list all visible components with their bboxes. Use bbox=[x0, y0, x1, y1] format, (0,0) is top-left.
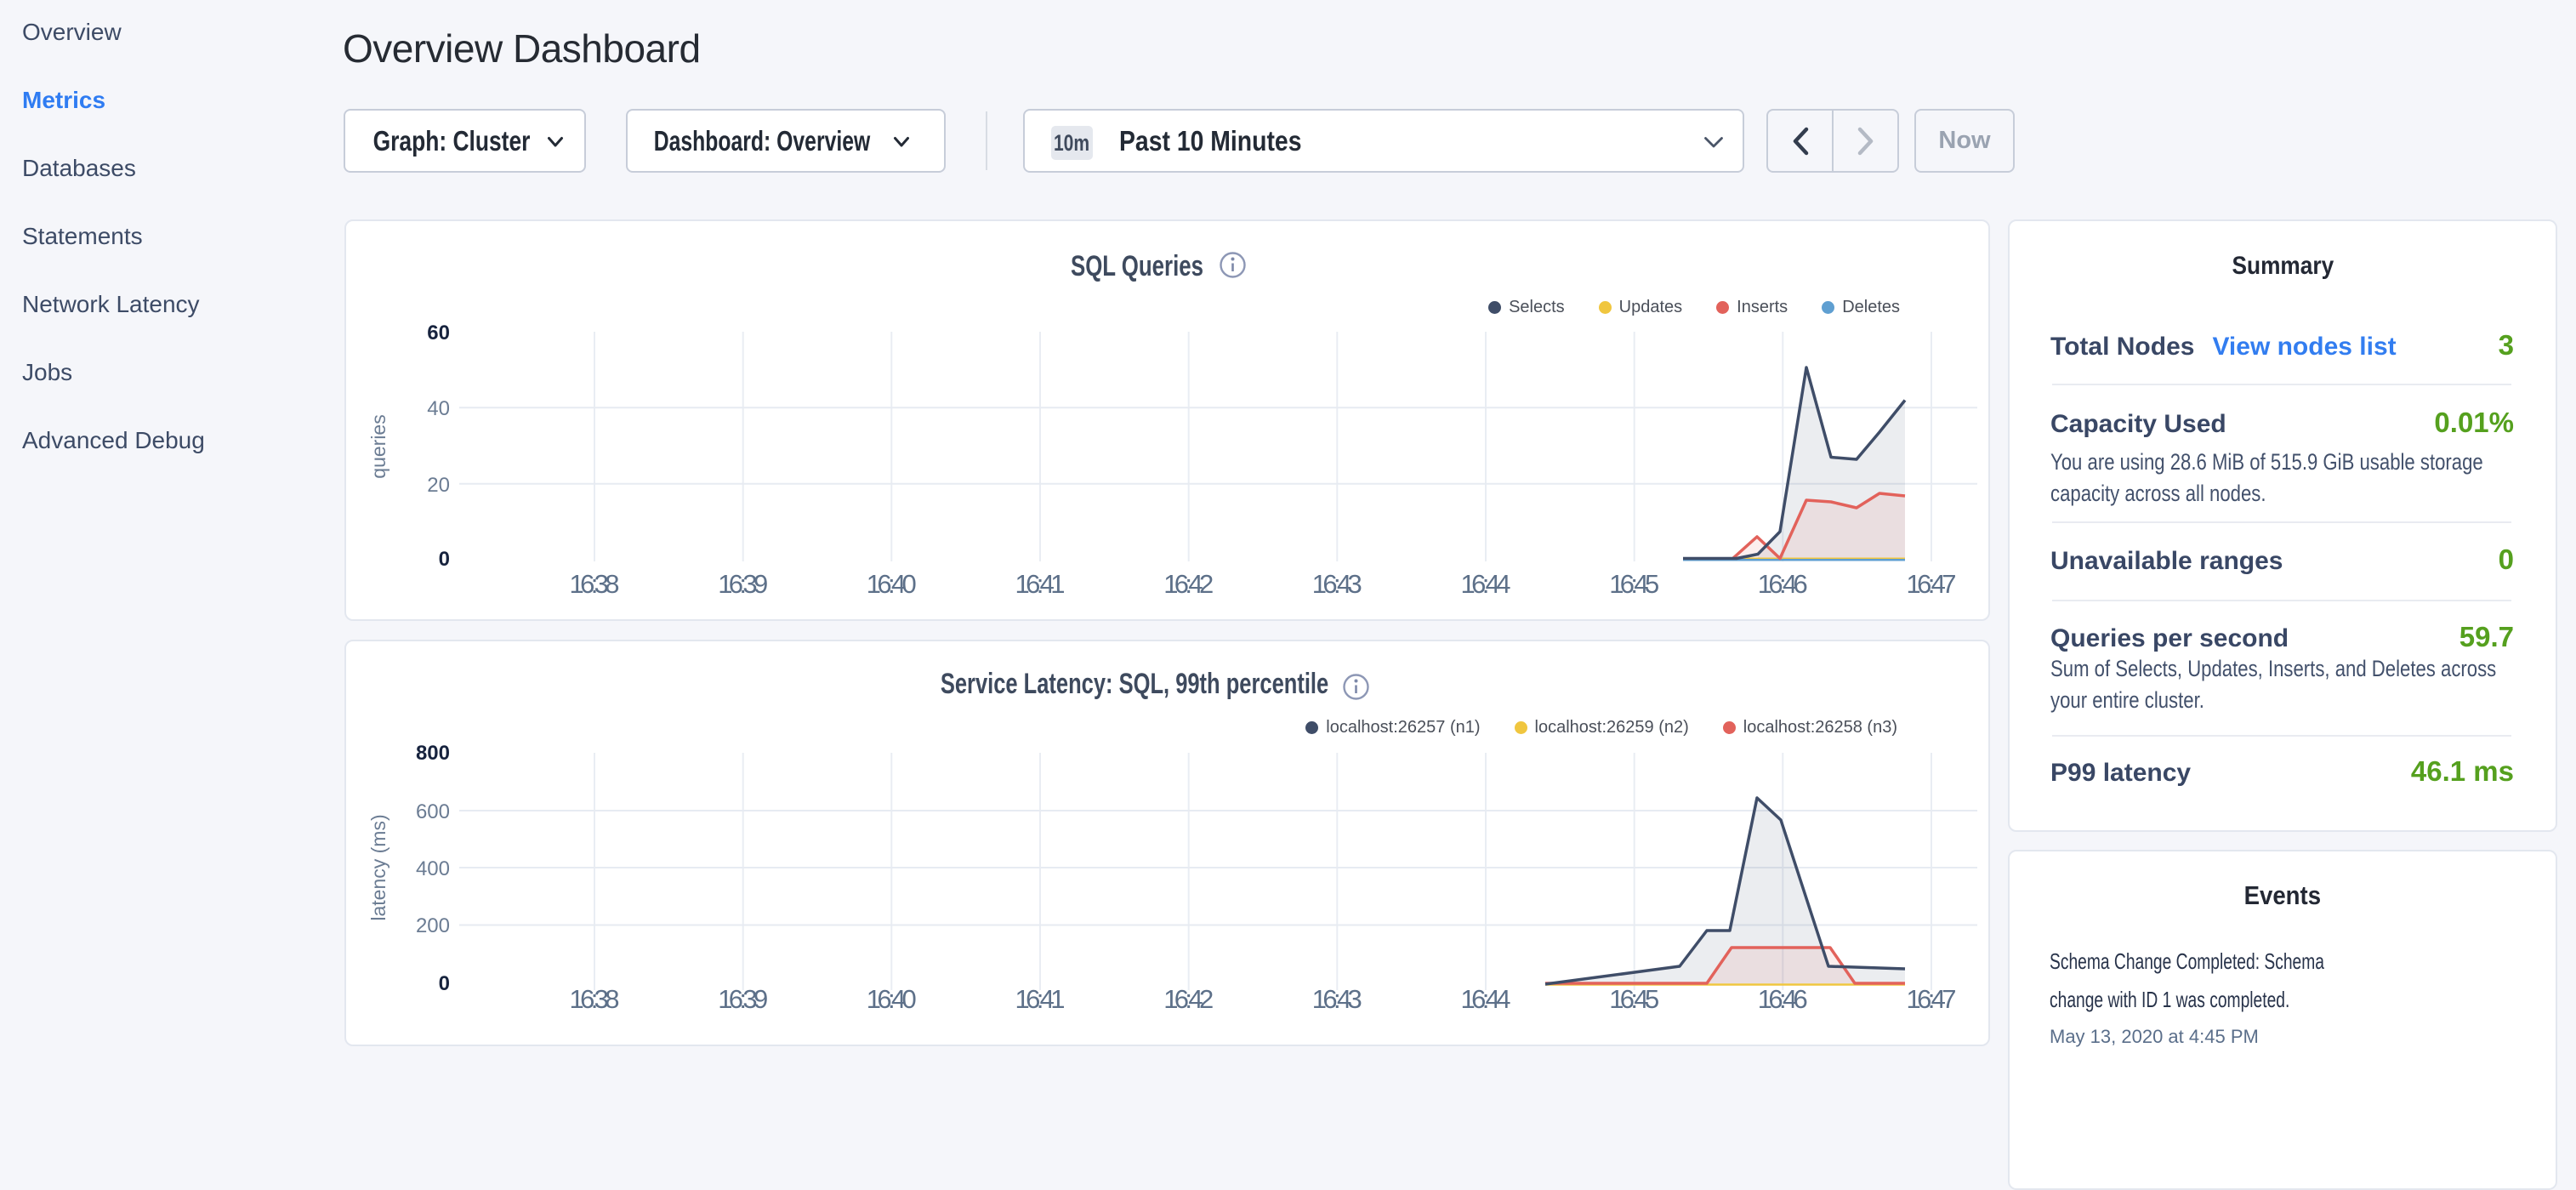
svg-text:16:44: 16:44 bbox=[1461, 984, 1511, 1014]
svg-text:800: 800 bbox=[416, 742, 450, 765]
svg-text:20: 20 bbox=[427, 474, 450, 497]
svg-text:40: 40 bbox=[427, 397, 450, 420]
svg-text:16:41: 16:41 bbox=[1015, 984, 1066, 1014]
svg-text:queries: queries bbox=[367, 414, 390, 478]
svg-text:600: 600 bbox=[416, 800, 450, 823]
svg-text:16:40: 16:40 bbox=[867, 984, 917, 1014]
svg-text:16:47: 16:47 bbox=[1907, 569, 1957, 599]
svg-text:0: 0 bbox=[439, 972, 450, 995]
svg-text:16:45: 16:45 bbox=[1609, 569, 1659, 599]
svg-text:16:40: 16:40 bbox=[867, 569, 917, 599]
svg-text:16:39: 16:39 bbox=[718, 984, 768, 1014]
svg-text:16:42: 16:42 bbox=[1163, 569, 1214, 599]
svg-text:16:39: 16:39 bbox=[718, 569, 768, 599]
svg-text:latency (ms): latency (ms) bbox=[367, 814, 390, 920]
svg-text:16:44: 16:44 bbox=[1461, 569, 1511, 599]
svg-text:200: 200 bbox=[416, 914, 450, 937]
svg-text:16:38: 16:38 bbox=[570, 569, 620, 599]
svg-text:16:41: 16:41 bbox=[1015, 569, 1066, 599]
svg-text:16:46: 16:46 bbox=[1758, 984, 1808, 1014]
svg-text:16:43: 16:43 bbox=[1312, 984, 1362, 1014]
svg-text:0: 0 bbox=[439, 548, 450, 571]
svg-text:16:38: 16:38 bbox=[570, 984, 620, 1014]
svg-text:400: 400 bbox=[416, 857, 450, 880]
svg-text:16:45: 16:45 bbox=[1609, 984, 1659, 1014]
svg-text:16:47: 16:47 bbox=[1907, 984, 1957, 1014]
svg-text:16:42: 16:42 bbox=[1163, 984, 1214, 1014]
svg-text:16:46: 16:46 bbox=[1758, 569, 1808, 599]
svg-text:60: 60 bbox=[427, 322, 450, 344]
svg-text:16:43: 16:43 bbox=[1312, 569, 1362, 599]
